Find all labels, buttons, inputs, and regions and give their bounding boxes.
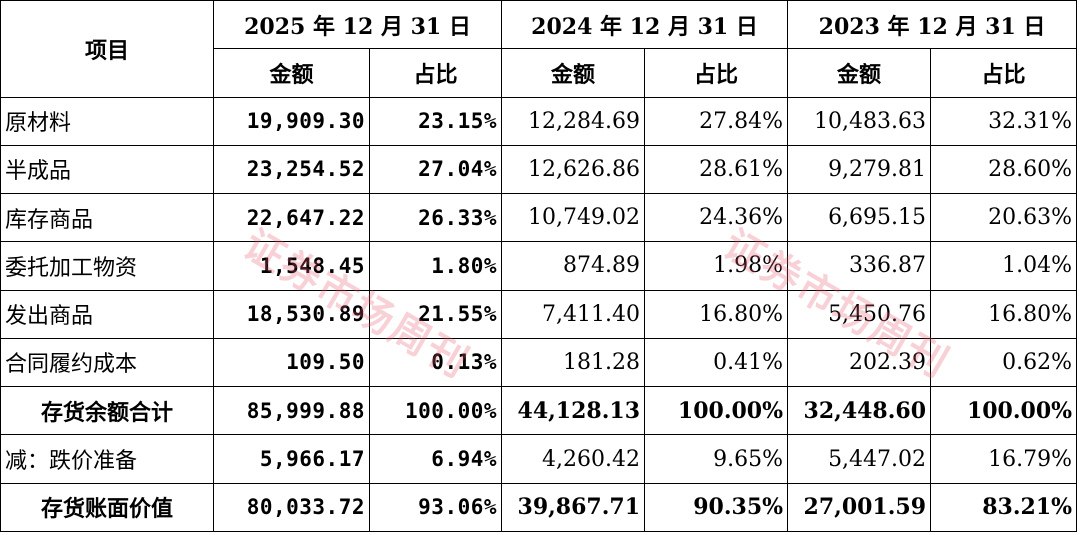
cell-ratio-2023: 16.79% [930,434,1078,484]
cell-amount-2025: 23,254.52 [213,144,370,195]
cell-ratio-2025: 26.33% [368,193,503,243]
cell-ratio-2025: 6.94% [368,434,503,484]
provision-row: 减：跌价准备 5,966.17 6.94% 4,260.42 9.65% 5,4… [0,434,1078,484]
table-row: 合同履约成本 109.50 0.13% 181.28 0.41% 202.39 … [0,337,1078,388]
total-row: 存货余额合计 85,999.88 100.00% 44,128.13 100.0… [0,386,1078,436]
cell-ratio-2023: 16.80% [930,289,1078,339]
period-2024-header: 2024 年 12 月 31 日 [501,0,789,50]
cell-amount-2025: 1,548.45 [213,241,370,291]
row-label: 存货账面价值 [0,482,214,533]
row-label: 存货余额合计 [0,386,214,436]
cell-ratio-2024: 16.80% [644,289,789,339]
cell-ratio-2023: 32.31% [930,96,1078,146]
cell-ratio-2024: 9.65% [644,434,789,484]
cell-amount-2024: 4,260.42 [501,434,646,484]
cell-amount-2024: 7,411.40 [501,289,646,339]
cell-amount-2025: 18,530.89 [213,289,370,339]
cell-ratio-2025: 27.04% [368,144,503,195]
cell-amount-2023: 5,447.02 [787,434,932,484]
cell-amount-2025: 109.50 [213,337,370,388]
cell-ratio-2023: 100.00% [930,386,1078,436]
cell-ratio-2023: 20.63% [930,193,1078,243]
row-label: 发出商品 [0,289,214,339]
cell-ratio-2023: 1.04% [930,241,1078,291]
amount-header-2023: 金额 [787,48,932,98]
cell-amount-2023: 6,695.15 [787,193,932,243]
cell-ratio-2025: 93.06% [368,482,503,533]
cell-ratio-2025: 23.15% [368,96,503,146]
table-row: 库存商品 22,647.22 26.33% 10,749.02 24.36% 6… [0,193,1078,243]
row-label: 委托加工物资 [0,241,214,291]
item-header: 项目 [0,0,214,98]
row-label: 原材料 [0,96,214,146]
cell-amount-2023: 202.39 [787,337,932,388]
cell-ratio-2025: 100.00% [368,386,503,436]
cell-ratio-2023: 83.21% [930,482,1078,533]
period-2023-header: 2023 年 12 月 31 日 [787,0,1078,50]
row-label: 减：跌价准备 [0,434,214,484]
cell-amount-2023: 10,483.63 [787,96,932,146]
cell-amount-2023: 27,001.59 [787,482,932,533]
cell-amount-2023: 9,279.81 [787,144,932,195]
cell-ratio-2024: 90.35% [644,482,789,533]
cell-ratio-2024: 27.84% [644,96,789,146]
cell-amount-2023: 32,448.60 [787,386,932,436]
cell-ratio-2025: 0.13% [368,337,503,388]
cell-ratio-2024: 100.00% [644,386,789,436]
cell-amount-2024: 44,128.13 [501,386,646,436]
cell-ratio-2024: 1.98% [644,241,789,291]
cell-ratio-2024: 24.36% [644,193,789,243]
cell-amount-2025: 22,647.22 [213,193,370,243]
cell-ratio-2023: 0.62% [930,337,1078,388]
cell-amount-2024: 874.89 [501,241,646,291]
ratio-header-2023: 占比 [930,48,1078,98]
cell-amount-2025: 19,909.30 [213,96,370,146]
cell-ratio-2025: 21.55% [368,289,503,339]
book-value-row: 存货账面价值 80,033.72 93.06% 39,867.71 90.35%… [0,482,1078,533]
ratio-header-2025: 占比 [368,48,503,98]
table-row: 发出商品 18,530.89 21.55% 7,411.40 16.80% 5,… [0,289,1078,339]
cell-amount-2024: 10,749.02 [501,193,646,243]
table-row: 原材料 19,909.30 23.15% 12,284.69 27.84% 10… [0,96,1078,146]
cell-amount-2024: 181.28 [501,337,646,388]
cell-ratio-2023: 28.60% [930,144,1078,195]
ratio-header-2024: 占比 [644,48,789,98]
cell-amount-2024: 39,867.71 [501,482,646,533]
cell-ratio-2025: 1.80% [368,241,503,291]
cell-amount-2023: 5,450.76 [787,289,932,339]
row-label: 半成品 [0,144,214,195]
cell-amount-2025: 85,999.88 [213,386,370,436]
table-row: 半成品 23,254.52 27.04% 12,626.86 28.61% 9,… [0,144,1078,195]
header-row-columns: 金额 占比 金额 占比 金额 占比 [1,48,1078,98]
row-label: 合同履约成本 [0,337,214,388]
cell-amount-2024: 12,284.69 [501,96,646,146]
cell-amount-2025: 5,966.17 [213,434,370,484]
table-row: 委托加工物资 1,548.45 1.80% 874.89 1.98% 336.8… [0,241,1078,291]
cell-amount-2023: 336.87 [787,241,932,291]
cell-amount-2024: 12,626.86 [501,144,646,195]
amount-header-2025: 金额 [213,48,370,98]
cell-amount-2025: 80,033.72 [213,482,370,533]
header-row-periods: 项目 2025 年 12 月 31 日 2024 年 12 月 31 日 202… [0,0,1078,98]
cell-ratio-2024: 28.61% [644,144,789,195]
row-label: 库存商品 [0,193,214,243]
period-2025-header: 2025 年 12 月 31 日 [212,0,503,50]
amount-header-2024: 金额 [501,48,646,98]
cell-ratio-2024: 0.41% [644,337,789,388]
